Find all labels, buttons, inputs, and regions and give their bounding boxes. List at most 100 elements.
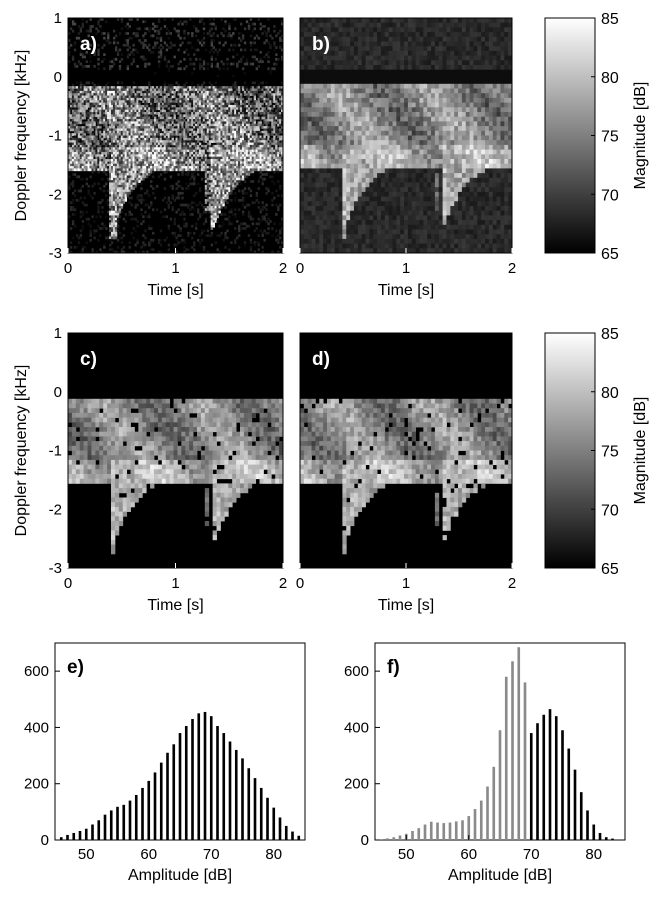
bar (209, 716, 213, 840)
bar (228, 741, 232, 840)
y-tick-label: 0 (54, 384, 62, 401)
bar (392, 837, 396, 840)
bar (247, 768, 251, 840)
x-tick-label: 2 (508, 260, 516, 277)
bar (454, 821, 458, 840)
panel-label: e) (67, 657, 84, 678)
bar (141, 787, 144, 840)
x-tick-label: 1 (171, 575, 179, 592)
bar (461, 820, 464, 840)
colorbar (544, 332, 596, 569)
bar (467, 816, 471, 840)
bar (91, 824, 94, 840)
bar (511, 661, 514, 840)
x-tick-label: 70 (523, 846, 540, 863)
x-tick-label: 0 (64, 260, 72, 277)
y-tick-label: 1 (54, 10, 62, 27)
y-tick-label: 400 (344, 719, 369, 736)
bar (592, 824, 596, 840)
bar (109, 810, 113, 840)
y-tick-label: 200 (24, 776, 49, 793)
bar (442, 823, 446, 840)
bar (473, 809, 477, 840)
bar (128, 800, 132, 840)
bar (178, 733, 182, 840)
bar (253, 778, 257, 840)
spectrogram-image (68, 398, 284, 555)
bar (567, 748, 571, 840)
x-tick-label: 2 (279, 575, 287, 592)
x-tick-label: 60 (460, 846, 477, 863)
bar (272, 807, 276, 840)
bar (586, 810, 589, 840)
y-tick-label: 200 (344, 776, 369, 793)
panel-label: d) (312, 349, 330, 370)
bar (284, 825, 288, 840)
bar (598, 832, 602, 840)
x-tick-label: 50 (78, 846, 95, 863)
bar (147, 780, 151, 840)
x-tick-label: 80 (265, 846, 282, 863)
bar (297, 835, 301, 840)
panel-label: a) (80, 34, 97, 55)
panel-label: f) (387, 657, 400, 678)
bar (498, 730, 502, 840)
bar (423, 824, 427, 840)
bar (604, 837, 608, 840)
colorbar (544, 17, 596, 254)
x-tick-label: 1 (171, 260, 179, 277)
colorbar-tick-label: 85 (601, 326, 619, 343)
y-tick-label: 600 (24, 663, 49, 680)
y-tick-label: 1 (54, 325, 62, 342)
colorbar-tick-label: 80 (601, 385, 619, 402)
bar (116, 806, 119, 840)
spectrogram-image (300, 398, 513, 555)
bar (97, 820, 101, 840)
bar (234, 749, 238, 840)
bar (278, 817, 282, 840)
bar (523, 682, 527, 840)
bar (479, 800, 483, 840)
y-tick-label: -2 (49, 186, 62, 203)
bar (429, 821, 433, 840)
bar (573, 769, 577, 840)
bar (517, 647, 521, 840)
bar (203, 711, 207, 840)
x-tick-label: 80 (585, 846, 602, 863)
bar (542, 714, 546, 840)
x-axis-label: Amplitude [dB] (448, 867, 552, 884)
bar (411, 830, 414, 840)
y-tick-label: 0 (54, 69, 62, 86)
bar (291, 831, 294, 840)
bar (184, 726, 188, 840)
spectrogram-image (68, 18, 284, 254)
bar (172, 744, 176, 840)
colorbar-label: Magnitude [dB] (632, 82, 649, 190)
bar (166, 752, 169, 840)
bar (529, 733, 533, 840)
x-axis-label: Time [s] (378, 597, 434, 614)
colorbar-tick-label: 80 (601, 70, 619, 87)
panel-label: c) (80, 349, 97, 370)
bar (486, 786, 489, 840)
y-tick-label: 0 (361, 832, 369, 849)
colorbar-tick-label: 75 (601, 444, 619, 461)
bar (448, 822, 452, 840)
y-tick-label: -1 (49, 443, 62, 460)
bar (222, 733, 226, 840)
colorbar-tick-label: 70 (601, 502, 619, 519)
bar (66, 834, 69, 840)
bar (561, 730, 564, 840)
x-tick-label: 2 (508, 575, 516, 592)
bar (436, 822, 439, 840)
bar (379, 839, 383, 840)
colorbar-tick-label: 85 (601, 11, 619, 28)
x-tick-label: 1 (402, 575, 410, 592)
x-axis-label: Time [s] (147, 282, 203, 299)
bar (191, 718, 194, 840)
x-axis-label: Time [s] (378, 282, 434, 299)
spectrogram-image (300, 18, 513, 254)
bar (554, 716, 558, 840)
bar (241, 758, 244, 840)
x-tick-label: 50 (398, 846, 415, 863)
